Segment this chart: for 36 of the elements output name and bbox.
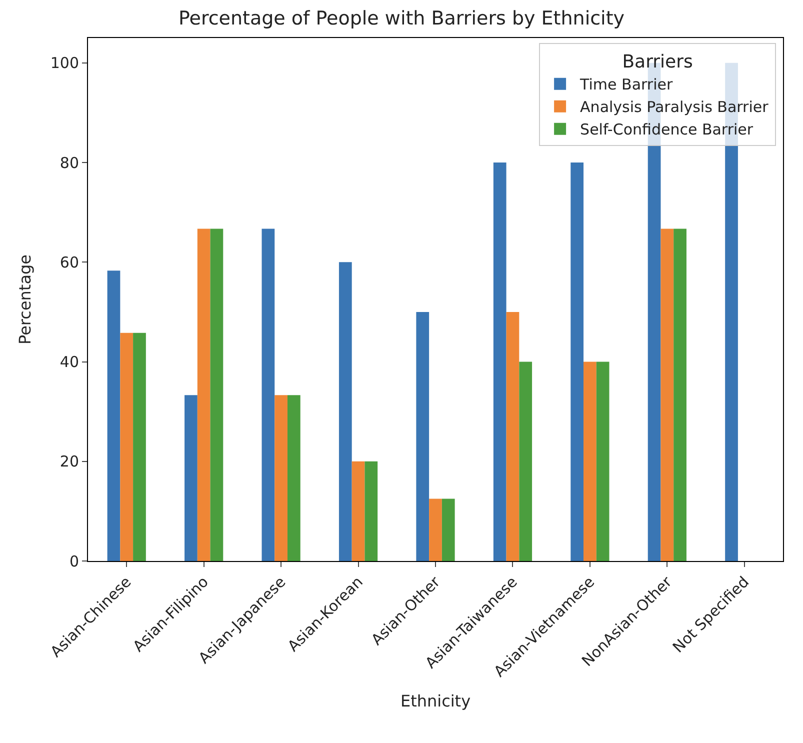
bar	[120, 332, 134, 561]
legend-label: Analysis Paralysis Barrier	[580, 98, 770, 116]
bar	[506, 312, 520, 561]
bar	[210, 228, 224, 561]
bar	[519, 362, 532, 561]
y-tick-label: 100	[50, 54, 79, 72]
y-tick-label: 60	[60, 253, 79, 272]
bar	[493, 162, 506, 561]
bar	[197, 228, 210, 561]
bar	[352, 461, 365, 561]
bar	[107, 270, 120, 561]
bar	[364, 461, 378, 561]
y-tick-label: 20	[60, 452, 79, 471]
legend-title: Barriers	[622, 52, 693, 73]
bar	[184, 395, 198, 561]
legend-label: Time Barrier	[579, 76, 674, 94]
bar	[442, 498, 455, 561]
bar	[674, 228, 686, 561]
y-axis-title: Percentage	[15, 254, 34, 345]
bar	[287, 395, 300, 561]
bar	[584, 362, 596, 561]
legend-label: Self-Confidence Barrier	[580, 120, 754, 139]
y-tick-label: 40	[60, 353, 79, 372]
bar	[416, 312, 430, 561]
bar	[429, 498, 442, 561]
y-tick-label: 80	[60, 154, 79, 172]
bar	[338, 262, 352, 561]
bar	[274, 395, 288, 561]
bar	[660, 228, 674, 561]
y-tick-label: 0	[69, 552, 79, 570]
x-axis-title: Ethnicity	[400, 691, 471, 710]
chart-title: Percentage of People with Barriers by Ethnicity	[178, 7, 625, 30]
bar	[262, 228, 275, 561]
bar	[570, 162, 584, 561]
bar	[596, 362, 610, 561]
bar	[133, 332, 146, 561]
